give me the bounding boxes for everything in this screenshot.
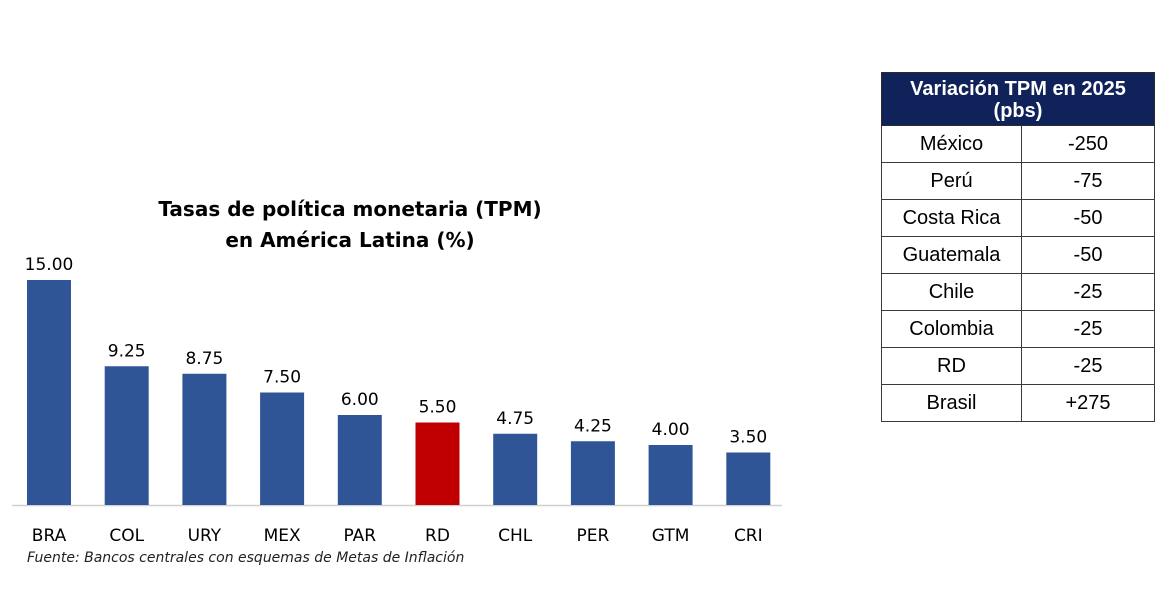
country-cell: RD [881,347,1022,385]
value-label-cri: 3.50 [729,428,767,448]
value-cell: -50 [1021,199,1155,237]
value-label-chl: 4.75 [496,409,534,429]
value-cell: -75 [1021,162,1155,200]
value-cell: -25 [1021,310,1155,348]
value-label-bra: 15.00 [25,255,74,275]
country-cell: Guatemala [881,236,1022,274]
category-label-cri: CRI [734,526,763,546]
bar-par [337,415,382,505]
source-note: Fuente: Bancos centrales con esquemas de… [27,550,465,566]
country-cell: Perú [881,162,1022,200]
bar-cri [726,452,771,505]
category-labels-group: BRA COL URY MEX PAR RD CHL PER GTM CRI [32,526,763,546]
table-row: Perú -75 [881,162,1155,200]
bar-mex [260,392,305,505]
country-cell: Chile [881,273,1022,311]
value-label-ury: 8.75 [185,349,223,369]
bar-per [570,441,615,505]
bar-gtm [648,445,693,505]
category-label-rd: RD [425,526,450,546]
value-cell: -50 [1021,236,1155,274]
bar-ury [182,373,227,505]
country-cell: México [881,125,1022,163]
tpm-variation-table: Variación TPM en 2025 (pbs) México -250 … [881,72,1155,422]
bar-bra [27,280,71,505]
category-label-mex: MEX [264,526,301,546]
table-row: Colombia -25 [881,310,1155,348]
value-label-gtm: 4.00 [652,420,690,440]
table-row: México -250 [881,125,1155,163]
country-cell: Costa Rica [881,199,1022,237]
value-label-per: 4.25 [574,416,612,436]
category-label-per: PER [576,526,609,546]
country-cell: Colombia [881,310,1022,348]
bar-rd [415,422,460,505]
chart-title-line-2: en América Latina (%) [225,228,475,252]
category-label-col: COL [109,526,144,546]
table-header-row: Variación TPM en 2025 (pbs) [881,72,1155,126]
table-header: Variación TPM en 2025 (pbs) [881,72,1155,126]
value-cell: -25 [1021,347,1155,385]
category-label-par: PAR [343,526,376,546]
value-label-rd: 5.50 [419,398,457,418]
value-label-par: 6.00 [341,390,379,410]
chart-title: Tasas de política monetaria (TPM) en Amé… [90,194,610,256]
table-row: Brasil +275 [881,384,1155,422]
category-label-bra: BRA [32,526,67,546]
value-label-mex: 7.50 [263,368,301,388]
value-cell: -250 [1021,125,1155,163]
value-cell: +275 [1021,384,1155,422]
value-cell: -25 [1021,273,1155,311]
category-label-chl: CHL [498,526,533,546]
category-label-gtm: GTM [652,526,690,546]
chart-title-line-1: Tasas de política monetaria (TPM) [158,197,542,221]
value-label-col: 9.25 [108,341,146,361]
table-row: Guatemala -50 [881,236,1155,274]
table-row: Chile -25 [881,273,1155,311]
bar-col [104,366,149,505]
category-label-ury: URY [188,526,222,546]
table-row: RD -25 [881,347,1155,385]
table-row: Costa Rica -50 [881,199,1155,237]
value-labels-group: 15.00 9.25 8.75 7.50 6.00 5.50 4.75 4.25 4.00 3.5… [25,255,768,448]
bars-group [27,280,771,505]
bar-chart: 15.00 9.25 8.75 7.50 6.00 5.50 4.75 4.25 4.00 3.5… [12,255,782,546]
country-cell: Brasil [881,384,1022,422]
bar-chl [493,433,538,505]
